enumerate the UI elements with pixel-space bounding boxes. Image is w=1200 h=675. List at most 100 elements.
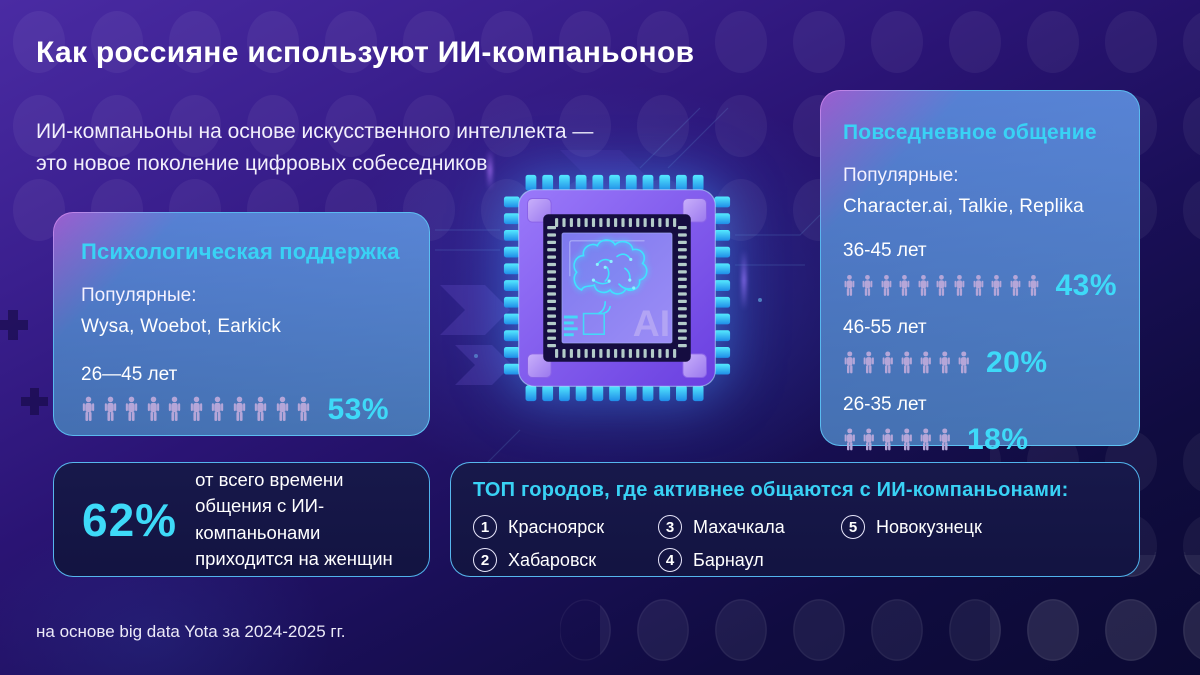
rank-badge: 1 — [473, 515, 497, 539]
person-icon — [297, 396, 310, 421]
daily-stat-rows: 36-45 лет 43% 46-55 лет 20% 26-35 лет 18% — [843, 240, 1117, 457]
age-label: 36-45 лет — [843, 240, 927, 261]
screen-highlight — [569, 240, 645, 277]
person-icon — [882, 427, 893, 450]
person-icon — [211, 396, 224, 421]
person-icon — [920, 350, 931, 373]
person-icon — [918, 274, 928, 296]
person-icon — [920, 427, 931, 450]
age-stat: 26—45 лет 53% — [81, 364, 403, 427]
pictogram-row: 53% — [81, 393, 403, 427]
person-icon — [1010, 274, 1021, 296]
card-top-cities: ТОП городов, где активнее общаются с ИИ-… — [450, 462, 1140, 577]
city-item: 4 Барнаул — [658, 548, 841, 572]
person-icon — [863, 350, 874, 373]
percent-value: 43% — [1055, 269, 1118, 302]
person-icon — [863, 427, 874, 450]
rank-badge: 5 — [841, 515, 865, 539]
person-icon — [901, 427, 912, 450]
person-icon — [168, 396, 181, 421]
age-label: 46-55 лет — [843, 317, 927, 338]
city-column: 1 Красноярск 2 Хабаровск — [473, 515, 658, 572]
city-name: Махачкала — [693, 516, 785, 537]
city-column: 3 Махачкала 4 Барнаул — [658, 515, 841, 572]
card-women-share: 62% от всего времени общения с ИИ-компан… — [53, 462, 430, 577]
person-icon — [901, 350, 912, 373]
city-name: Новокузнецк — [876, 516, 982, 537]
popular-label: Популярные: — [843, 165, 959, 186]
person-icon — [862, 274, 873, 296]
popular-apps: Wysa, Woebot, Earkick — [81, 316, 282, 337]
person-icon — [147, 396, 159, 421]
person-icon — [844, 274, 855, 296]
city-item: 1 Красноярск — [473, 515, 658, 539]
person-icon — [844, 350, 855, 373]
person-icon — [82, 396, 95, 421]
chip-pins — [503, 174, 731, 402]
women-percent: 62% — [82, 493, 178, 546]
person-icon — [104, 396, 116, 421]
age-label: 26-35 лет — [843, 394, 927, 415]
rank-badge: 2 — [473, 548, 497, 572]
person-icon — [233, 396, 245, 421]
person-icon — [190, 396, 202, 421]
pictogram-row: 43% — [843, 269, 1117, 303]
cities-title: ТОП городов, где активнее общаются с ИИ-… — [473, 479, 1069, 501]
card-psych-title: Психологическая поддержка — [81, 239, 400, 264]
person-icon — [973, 274, 984, 296]
person-icon — [1028, 274, 1039, 296]
percent-value: 20% — [986, 346, 1048, 379]
age-stat: 26-35 лет 18% — [843, 394, 1117, 457]
person-icon — [899, 274, 910, 296]
city-item: 5 Новокузнецк — [841, 515, 982, 539]
cities-list: 1 Красноярск 2 Хабаровск 3 Махачкала 4 Барнаул 5… — [473, 515, 1117, 572]
pictogram-row: 20% — [843, 346, 1117, 380]
rank-badge: 4 — [658, 548, 682, 572]
age-label: 26—45 лет — [81, 364, 178, 385]
rank-badge: 3 — [658, 515, 682, 539]
percent-value: 53% — [327, 393, 390, 426]
card-daily-title: Повседневное общение — [843, 121, 1097, 144]
glow-streak — [742, 250, 746, 310]
person-icon — [881, 274, 892, 296]
popular-apps: Character.ai, Talkie, Replika — [843, 196, 1084, 217]
brain-icon — [572, 238, 649, 315]
person-icon — [939, 427, 950, 450]
person-icon — [882, 350, 893, 373]
city-name: Хабаровск — [508, 549, 597, 570]
card-psych-support: Психологическая поддержка Популярные: Wy… — [53, 212, 430, 436]
card-daily-communication: Повседневное общение Популярные: Charact… — [820, 90, 1140, 456]
person-icon — [954, 274, 965, 296]
page-title: Как россияне используют ИИ-компаньонов — [36, 36, 695, 69]
person-icon — [939, 350, 950, 373]
person-icon — [254, 396, 267, 421]
chip-inner-pins — [547, 218, 687, 358]
city-name: Красноярск — [508, 516, 605, 537]
subtitle-line-1: ИИ-компаньоны на основе искусственного и… — [36, 120, 594, 143]
screen-widget — [563, 312, 606, 337]
person-icon — [276, 396, 288, 421]
person-icon — [958, 350, 969, 373]
ai-chip-illustration: AI — [499, 170, 735, 406]
person-icon — [936, 274, 947, 296]
page-subtitle: ИИ-компаньоны на основе искусственного и… — [36, 116, 593, 179]
pictogram-row: 18% — [843, 423, 1117, 457]
popular-label: Популярные: — [81, 285, 197, 306]
chip-ai-label: AI — [633, 302, 670, 344]
percent-value: 18% — [967, 423, 1029, 456]
brain-nodes — [591, 257, 636, 290]
plus-shapes — [0, 310, 48, 415]
city-item: 2 Хабаровск — [473, 548, 658, 572]
psych-stat-rows: 26—45 лет 53% — [81, 364, 403, 427]
age-stat: 36-45 лет 43% — [843, 240, 1117, 303]
city-item: 3 Махачкала — [658, 515, 841, 539]
person-icon — [844, 427, 855, 450]
glow-streak — [488, 150, 492, 190]
person-icon — [991, 274, 1002, 296]
subtitle-line-2: это новое поколение цифровых собеседнико… — [36, 151, 488, 175]
age-stat: 46-55 лет 20% — [843, 317, 1117, 380]
women-text: от всего времени общения с ИИ-компаньона… — [195, 468, 393, 569]
city-name: Барнаул — [693, 549, 764, 570]
person-icon — [125, 396, 138, 421]
